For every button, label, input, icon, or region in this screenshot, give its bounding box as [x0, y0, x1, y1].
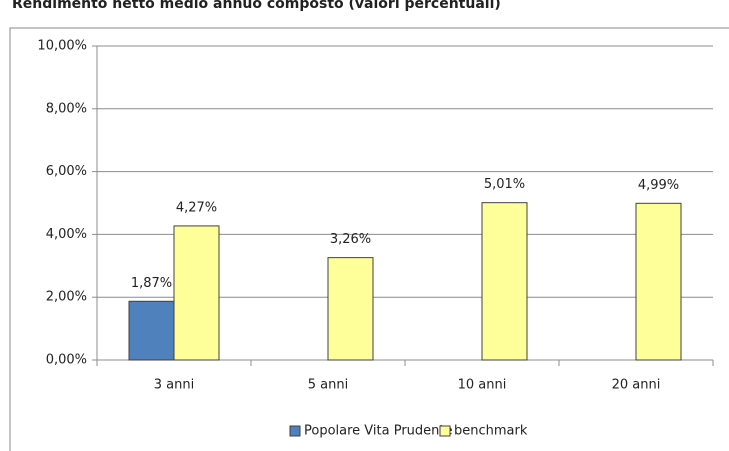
data-label: 4,99% [638, 178, 679, 193]
x-tick-label: 3 anni [154, 378, 194, 393]
y-tick-label: 10,00% [37, 39, 87, 54]
chart-title: Rendimento netto medio annuo composto (v… [12, 0, 501, 12]
legend-swatch [289, 425, 301, 437]
bar [481, 202, 528, 361]
data-label: 4,27% [176, 200, 217, 215]
chart-frame [9, 27, 729, 451]
bar [173, 225, 220, 361]
y-tick-label: 8,00% [46, 101, 87, 116]
y-tick-label: 2,00% [46, 290, 87, 305]
y-tick-label: 6,00% [46, 164, 87, 179]
y-tick-label: 0,00% [46, 353, 87, 368]
x-tick-label: 20 anni [612, 378, 661, 393]
y-tick-label: 4,00% [46, 227, 87, 242]
legend-swatch [439, 425, 451, 437]
data-label: 5,01% [484, 177, 525, 192]
data-label: 3,26% [330, 232, 371, 247]
data-label: 1,87% [131, 276, 172, 291]
bar [327, 257, 374, 361]
x-tick-label: 10 anni [458, 378, 507, 393]
bar [635, 202, 682, 361]
legend-label: benchmark [454, 424, 528, 439]
bar [128, 300, 175, 361]
legend-label: Popolare Vita Prudente [304, 424, 453, 439]
x-tick-label: 5 anni [308, 378, 348, 393]
